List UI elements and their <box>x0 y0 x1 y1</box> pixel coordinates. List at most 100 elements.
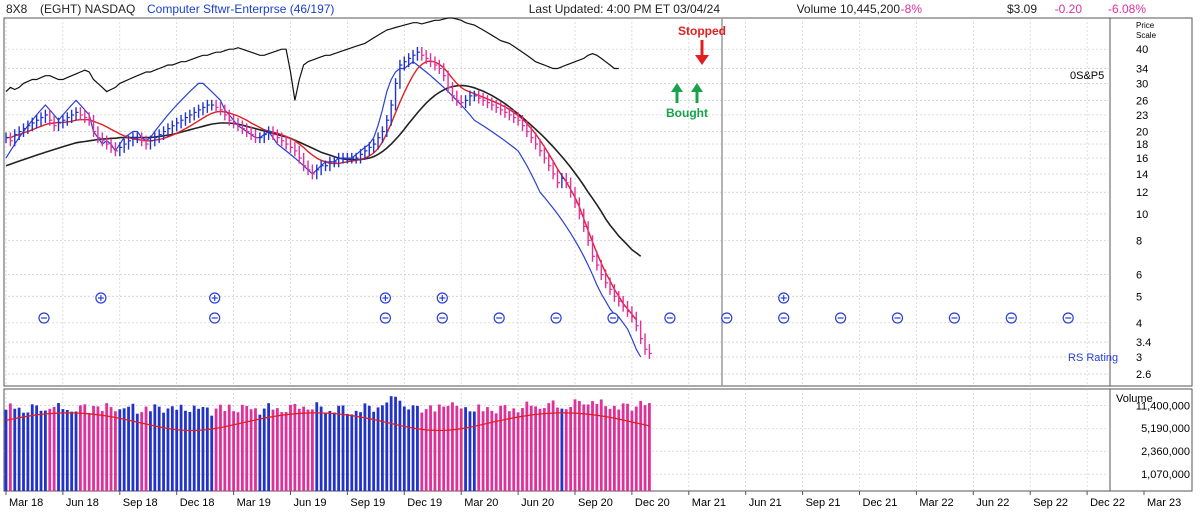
price-bar <box>394 78 399 111</box>
price-bar <box>18 126 22 141</box>
price-bar <box>491 97 495 111</box>
moving-average-long <box>5 84 642 257</box>
volume-bar <box>162 412 165 491</box>
ticker-symbol: (EGHT) NASDAQ <box>40 2 135 16</box>
volume-bar <box>407 409 411 491</box>
volume-bar <box>166 408 170 491</box>
volume-bar <box>512 408 516 491</box>
date-tick-label: Jun 22 <box>976 497 1009 509</box>
price-bar <box>5 132 9 144</box>
price-bar <box>403 56 407 71</box>
price-bar <box>548 152 552 172</box>
volume-bar <box>472 411 476 491</box>
chart-header: 8X8 (EGHT) NASDAQ Computer Sftwr-Enterpr… <box>6 2 1146 16</box>
price-bar <box>644 333 648 355</box>
price-bar <box>197 104 202 118</box>
price-bar <box>66 112 70 126</box>
volume-bar <box>26 412 30 491</box>
volume-bar <box>503 405 507 491</box>
price-tick-label: 16 <box>1136 153 1148 165</box>
volume-bar <box>240 404 244 491</box>
volume-bar <box>639 400 643 491</box>
volume-bar <box>516 412 520 491</box>
price-tick-label: 4 <box>1136 318 1142 330</box>
price-bar <box>359 149 364 164</box>
price-bar <box>49 109 53 126</box>
price-bar <box>289 138 293 153</box>
time-grid <box>5 18 1088 491</box>
industry-group-link[interactable]: Computer Sftwr-Enterprse (46/197) <box>147 2 334 16</box>
volume-bar <box>122 408 126 491</box>
price-bar <box>381 126 385 144</box>
volume-bar <box>538 408 542 491</box>
plus-signal-icon <box>95 292 107 304</box>
bought-label: Bought <box>666 106 708 120</box>
volume-bar <box>595 403 599 491</box>
date-tick-label: Mar 20 <box>464 497 498 509</box>
price-bar <box>316 164 320 180</box>
volume-bar <box>481 411 485 491</box>
price-bar <box>346 152 350 164</box>
price-tick-label: 20 <box>1136 127 1148 139</box>
price-bar <box>175 117 180 132</box>
price-bar <box>193 107 197 121</box>
price-bar <box>232 114 237 129</box>
buy-arrow-2-icon <box>691 83 703 92</box>
price-bar <box>372 138 377 153</box>
price-bar <box>79 107 83 121</box>
date-tick-label: Dec 19 <box>407 497 442 509</box>
price-tick-label: 3.4 <box>1136 337 1151 349</box>
price-bar <box>224 104 228 121</box>
price-bar <box>180 114 184 129</box>
volume-tick-label: 11,400,000 <box>1136 400 1190 412</box>
volume-bar <box>402 406 406 491</box>
volume-bar <box>359 412 362 491</box>
volume-bar <box>179 404 183 491</box>
volume-bar <box>582 404 586 491</box>
volume-bar <box>48 408 52 491</box>
volume-bar <box>135 413 139 491</box>
volume-bar <box>114 411 117 491</box>
price-bar <box>473 90 477 102</box>
price-bar <box>429 53 434 68</box>
date-tick-label: Sep 18 <box>123 497 158 509</box>
price-bar <box>486 95 490 109</box>
volume-bar <box>65 409 69 491</box>
volume-bar <box>236 412 240 491</box>
price-bar <box>158 129 162 144</box>
volume-bar <box>245 405 249 491</box>
volume-bar <box>310 409 314 491</box>
volume-bar <box>227 404 231 491</box>
price-bar <box>167 123 171 138</box>
price-bar <box>386 114 390 138</box>
price-bar <box>596 251 600 271</box>
volume-bar <box>280 412 284 491</box>
price-tick-label: 8 <box>1136 235 1142 247</box>
volume-bar <box>289 404 292 491</box>
volume-bar <box>100 410 104 491</box>
volume-bar <box>332 412 336 491</box>
volume-bar <box>433 411 437 491</box>
price-tick-label: 10 <box>1136 209 1148 221</box>
price-bar <box>526 120 530 138</box>
volume-bar <box>337 405 341 491</box>
price-bar <box>631 306 635 323</box>
price-bar <box>92 114 97 138</box>
price-bar <box>62 114 66 129</box>
volume-bar <box>284 412 288 491</box>
price-tick-label: 40 <box>1136 44 1148 56</box>
price-bar <box>123 138 127 153</box>
volume-bar <box>525 401 529 491</box>
price-bar <box>517 112 521 126</box>
price-bar <box>639 320 644 345</box>
volume-bar <box>328 410 332 491</box>
volume-bar <box>271 409 275 491</box>
date-tick-label: Sep 22 <box>1033 497 1068 509</box>
price-bar <box>604 269 609 289</box>
price-bar <box>521 114 525 132</box>
stopped-annotation: Stopped <box>678 24 726 65</box>
volume-bar <box>144 406 148 491</box>
price-bar <box>114 142 118 157</box>
rs-rating-line <box>5 60 642 358</box>
price-bar <box>578 197 582 220</box>
